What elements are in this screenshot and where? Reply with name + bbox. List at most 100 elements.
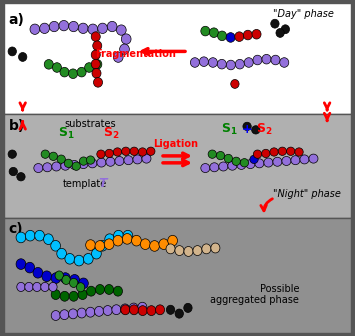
Circle shape bbox=[107, 22, 117, 32]
Circle shape bbox=[30, 24, 40, 34]
Circle shape bbox=[60, 273, 70, 283]
Circle shape bbox=[253, 55, 262, 65]
Circle shape bbox=[129, 303, 138, 313]
Circle shape bbox=[237, 160, 246, 169]
Text: Ligation: Ligation bbox=[153, 139, 198, 149]
Circle shape bbox=[244, 58, 253, 67]
Circle shape bbox=[271, 19, 279, 28]
Text: $\mathbf{S_2}$: $\mathbf{S_2}$ bbox=[103, 126, 120, 141]
Circle shape bbox=[112, 305, 121, 314]
Circle shape bbox=[69, 309, 78, 319]
Circle shape bbox=[98, 23, 108, 34]
Circle shape bbox=[25, 282, 33, 292]
Circle shape bbox=[25, 230, 35, 241]
Circle shape bbox=[250, 155, 258, 164]
Circle shape bbox=[210, 163, 219, 172]
Circle shape bbox=[97, 158, 106, 167]
Text: "Day" phase: "Day" phase bbox=[273, 9, 334, 19]
Circle shape bbox=[70, 160, 79, 169]
Circle shape bbox=[218, 31, 226, 41]
Circle shape bbox=[72, 162, 81, 170]
Circle shape bbox=[132, 235, 141, 246]
Circle shape bbox=[92, 248, 101, 259]
Circle shape bbox=[86, 240, 95, 250]
Circle shape bbox=[106, 157, 115, 166]
Circle shape bbox=[226, 60, 235, 70]
Circle shape bbox=[69, 69, 78, 79]
Circle shape bbox=[51, 290, 60, 299]
Circle shape bbox=[228, 161, 237, 170]
Circle shape bbox=[270, 148, 278, 156]
Circle shape bbox=[76, 283, 85, 292]
Circle shape bbox=[103, 305, 112, 316]
Text: a): a) bbox=[9, 13, 24, 27]
Circle shape bbox=[57, 155, 65, 163]
Circle shape bbox=[105, 234, 115, 245]
Circle shape bbox=[8, 150, 16, 158]
Circle shape bbox=[49, 22, 59, 32]
Circle shape bbox=[262, 54, 271, 64]
Circle shape bbox=[86, 156, 95, 164]
Text: $\mathbf{S_1}$: $\mathbf{S_1}$ bbox=[222, 122, 238, 137]
Circle shape bbox=[94, 306, 104, 316]
Circle shape bbox=[211, 243, 220, 253]
Circle shape bbox=[51, 273, 61, 283]
Circle shape bbox=[51, 310, 60, 321]
Circle shape bbox=[93, 41, 102, 50]
Circle shape bbox=[91, 59, 100, 69]
Circle shape bbox=[87, 286, 95, 296]
Circle shape bbox=[93, 59, 102, 69]
Circle shape bbox=[184, 303, 192, 312]
Circle shape bbox=[121, 304, 130, 314]
Circle shape bbox=[264, 158, 273, 167]
Circle shape bbox=[150, 241, 159, 251]
Circle shape bbox=[114, 286, 122, 296]
Circle shape bbox=[57, 248, 66, 259]
Circle shape bbox=[202, 244, 211, 254]
Text: $\mathbf{S_2}$: $\mathbf{S_2}$ bbox=[256, 122, 273, 137]
Text: c): c) bbox=[9, 222, 23, 236]
Text: $\mathbf{+}$: $\mathbf{+}$ bbox=[241, 123, 253, 136]
Circle shape bbox=[78, 290, 87, 299]
Circle shape bbox=[70, 275, 80, 285]
Circle shape bbox=[243, 30, 252, 40]
Circle shape bbox=[120, 44, 129, 54]
Circle shape bbox=[69, 291, 78, 301]
Circle shape bbox=[208, 58, 218, 67]
Circle shape bbox=[95, 241, 105, 251]
Circle shape bbox=[216, 152, 225, 160]
Text: Possible
aggregated phase: Possible aggregated phase bbox=[211, 284, 299, 305]
Circle shape bbox=[104, 285, 114, 294]
Circle shape bbox=[35, 230, 44, 241]
Circle shape bbox=[168, 235, 178, 246]
Circle shape bbox=[240, 159, 248, 167]
Circle shape bbox=[9, 167, 17, 176]
Circle shape bbox=[224, 154, 233, 163]
Circle shape bbox=[44, 59, 53, 69]
Circle shape bbox=[92, 69, 101, 78]
Circle shape bbox=[114, 230, 123, 241]
Text: substrates: substrates bbox=[65, 120, 116, 129]
Circle shape bbox=[95, 285, 104, 294]
Circle shape bbox=[286, 147, 295, 156]
Circle shape bbox=[64, 159, 73, 168]
Circle shape bbox=[201, 164, 210, 173]
Circle shape bbox=[193, 246, 202, 256]
Circle shape bbox=[235, 32, 244, 41]
Circle shape bbox=[217, 59, 226, 69]
Circle shape bbox=[155, 305, 165, 315]
Circle shape bbox=[61, 161, 70, 170]
Circle shape bbox=[200, 57, 208, 67]
Circle shape bbox=[42, 271, 51, 282]
Circle shape bbox=[273, 157, 282, 166]
Circle shape bbox=[88, 24, 98, 34]
Circle shape bbox=[115, 157, 124, 166]
Circle shape bbox=[159, 239, 169, 250]
Circle shape bbox=[62, 275, 70, 285]
Circle shape bbox=[281, 25, 290, 34]
Circle shape bbox=[33, 267, 43, 278]
Circle shape bbox=[232, 157, 240, 166]
Circle shape bbox=[138, 148, 147, 156]
Circle shape bbox=[219, 162, 228, 171]
Circle shape bbox=[175, 246, 184, 256]
